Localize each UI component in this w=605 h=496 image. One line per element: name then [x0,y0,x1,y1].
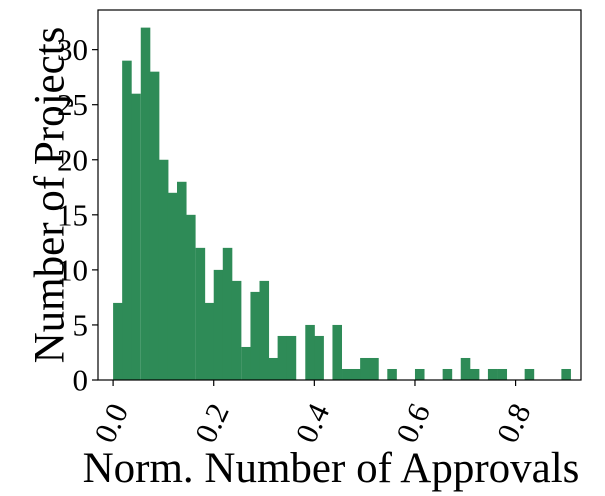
y-axis-ticks: 0 5 10 15 20 25 30 [57,32,98,398]
histogram-bar [460,357,471,380]
histogram-bar [305,324,315,380]
histogram-bar [332,324,343,380]
histogram-bar [259,280,270,380]
histogram-bar [195,247,206,380]
x-tick-label: 0.2 [188,398,236,448]
y-tick-label: 30 [57,32,88,67]
histogram-bar [131,93,141,380]
histogram-bar [497,368,508,380]
histogram-bar [487,368,498,380]
histogram-bar [277,335,288,380]
histogram-bar [342,368,352,380]
histogram-bar [158,159,169,380]
histogram-bar [204,302,215,380]
histogram-bar [149,71,160,381]
histogram-bar [140,27,151,380]
histogram-bar [414,368,425,380]
histogram-bar [469,368,480,380]
y-tick-label: 5 [73,307,89,342]
plot-frame [97,9,582,381]
histogram-bar [387,368,397,380]
histogram-bar [524,368,535,380]
x-tick-label: 0.0 [87,398,135,448]
histogram-bar [186,214,196,380]
histogram-bar [286,335,297,380]
histogram-bar [369,357,379,380]
histogram-bar [213,269,224,380]
histogram-bars [113,27,571,381]
y-tick-label: 0 [73,363,89,398]
histogram-bar [122,60,132,381]
x-axis-title: Norm. Number of Approvals [83,445,580,492]
histogram-bar [268,357,279,380]
histogram-bar [561,368,571,380]
x-axis-ticks: 0.0 0.2 0.4 0.6 0.8 [87,380,538,448]
histogram-bar [222,247,233,380]
histogram-bar [113,302,123,380]
histogram-bar [314,335,324,380]
x-tick-label: 0.8 [490,398,538,448]
histogram-bar [176,181,187,380]
histogram-bar [250,291,260,380]
histogram-bar [360,357,370,380]
y-tick-label: 15 [57,197,88,232]
histogram-bar [231,280,242,380]
histogram-bar [167,192,178,380]
histogram-bar [241,346,251,380]
histogram-bar [442,368,453,380]
y-axis-title: Number of Projects [27,27,74,364]
histogram-bar [351,368,361,380]
y-tick-label: 10 [57,252,88,287]
y-tick-label: 25 [57,87,88,122]
y-tick-label: 20 [57,142,88,177]
x-tick-label: 0.6 [389,398,437,448]
x-tick-label: 0.4 [288,398,336,448]
